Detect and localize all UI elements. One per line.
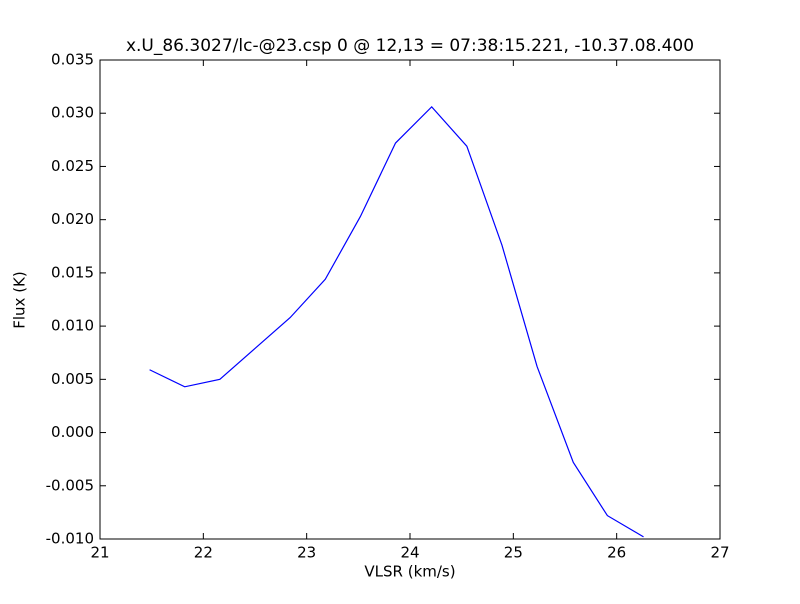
y-tick-label: 0.025 xyxy=(51,157,94,175)
chart-title: x.U_86.3027/lc-@23.csp 0 @ 12,13 = 07:38… xyxy=(126,36,694,56)
y-tick-label: 0.015 xyxy=(51,263,94,281)
x-tick-label: 25 xyxy=(504,544,523,562)
line-series xyxy=(149,105,644,538)
x-tick-label: 24 xyxy=(400,544,419,562)
y-tick-label: 0.000 xyxy=(51,423,94,441)
plot-frame xyxy=(99,59,721,540)
x-tick-label: 22 xyxy=(194,544,213,562)
y-axis-label: Flux (K) xyxy=(11,271,29,329)
y-tick-label: -0.010 xyxy=(46,530,94,548)
x-tick-label: 26 xyxy=(607,544,626,562)
x-tick-label: 21 xyxy=(90,544,109,562)
x-tick-label: 27 xyxy=(710,544,729,562)
y-tick-label: 0.010 xyxy=(51,317,94,335)
x-axis-label: VLSR (km/s) xyxy=(364,563,455,581)
y-tick-label: 0.020 xyxy=(51,210,94,228)
y-tick-label: -0.005 xyxy=(46,476,94,494)
y-tick-label: 0.005 xyxy=(51,370,94,388)
y-tick-label: 0.030 xyxy=(51,104,94,122)
y-tick-label: 0.035 xyxy=(51,51,94,69)
x-tick-label: 23 xyxy=(297,544,316,562)
